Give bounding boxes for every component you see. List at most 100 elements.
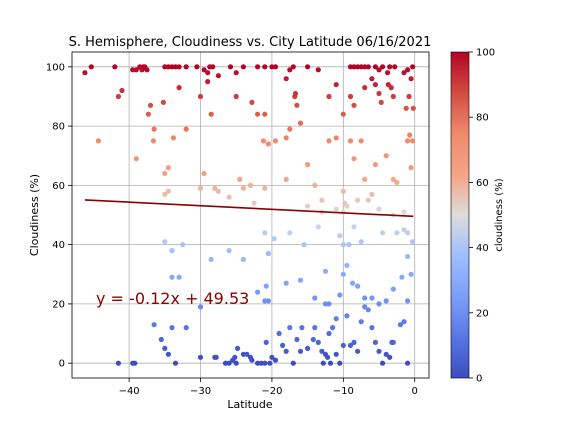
x-tick-label: −30 [190,386,211,397]
data-point [340,242,346,248]
data-point [405,253,411,260]
data-point [170,135,176,141]
data-point [337,360,343,366]
data-point [351,156,357,162]
y-axis-ticks: 0 20 40 60 80 100 [46,62,72,370]
data-point [226,194,232,200]
data-point [244,351,250,357]
data-point [358,138,364,144]
data-point [272,64,279,70]
data-point [383,351,389,357]
x-tick-label: −20 [261,386,282,397]
data-point [205,70,211,76]
data-point [407,132,413,138]
data-point [280,342,286,348]
data-point [390,176,396,182]
data-point [262,185,268,191]
data-point [369,76,375,82]
data-point [115,360,121,366]
colorbar-tick-label: 80 [476,113,489,124]
colorbar-label: cloudiness (%) [494,178,505,251]
data-point [222,360,229,366]
plot-area-frame [71,51,430,379]
data-point [327,360,334,366]
data-point [390,339,396,345]
regression-equation: y = -0.12x + 49.53 [96,289,249,308]
data-point [290,64,296,70]
data-point [362,304,368,310]
data-point [340,271,346,277]
data-point [410,64,416,70]
data-point [319,348,325,354]
y-tick-label: 100 [46,62,65,73]
data-point [340,342,346,348]
data-point [319,197,325,203]
data-point [255,64,261,70]
data-point [305,203,311,209]
data-point [376,90,382,97]
data-point [267,360,273,366]
data-point [344,262,350,268]
data-point [144,67,150,73]
data-point [294,336,300,343]
data-point [351,224,357,230]
data-point [150,138,156,144]
data-point [263,283,269,289]
data-point [355,348,361,354]
data-point [401,70,407,76]
data-point [326,93,332,100]
data-point [260,138,266,144]
data-point [272,357,279,363]
data-point [347,342,354,348]
data-point [180,242,186,248]
data-point [305,162,311,168]
data-point [388,85,394,91]
data-point [201,170,207,177]
data-point [333,82,339,88]
data-point [408,76,414,82]
data-point [227,64,234,70]
data-point [287,126,293,132]
data-point [362,85,368,91]
data-point [312,325,318,331]
data-point [183,126,189,132]
colorbar-tick-label: 60 [476,178,489,189]
data-point [197,304,204,310]
data-point [333,206,339,212]
data-point [237,176,243,182]
data-point [376,206,382,212]
x-axis-ticks: −40 −30 −20 −10 0 [119,378,418,397]
data-point [165,351,171,357]
data-point [197,354,204,360]
data-point [305,345,311,351]
data-point [208,256,214,263]
colorbar-tick-label: 0 [476,374,482,385]
data-point [326,301,332,307]
data-point [299,325,305,331]
data-point [310,336,316,343]
data-point [326,138,332,144]
data-point [380,64,386,70]
data-point [205,79,211,85]
data-point [397,322,403,328]
data-point [258,360,264,366]
data-point [387,354,393,360]
data-point [262,64,268,70]
data-point [399,274,405,280]
data-point [330,325,336,331]
data-point [372,82,378,88]
data-point [376,301,382,307]
data-point [408,165,414,171]
data-point [394,230,400,236]
data-point [301,242,307,248]
data-point [403,105,409,111]
chart-title: S. Hemisphere, Cloudiness vs. City Latit… [69,35,432,50]
data-point [405,67,411,73]
data-point [240,185,246,191]
data-point [358,239,364,245]
data-point [262,230,268,236]
data-point [133,156,139,162]
data-point [297,348,304,354]
data-point [197,185,204,191]
data-point [287,230,293,236]
